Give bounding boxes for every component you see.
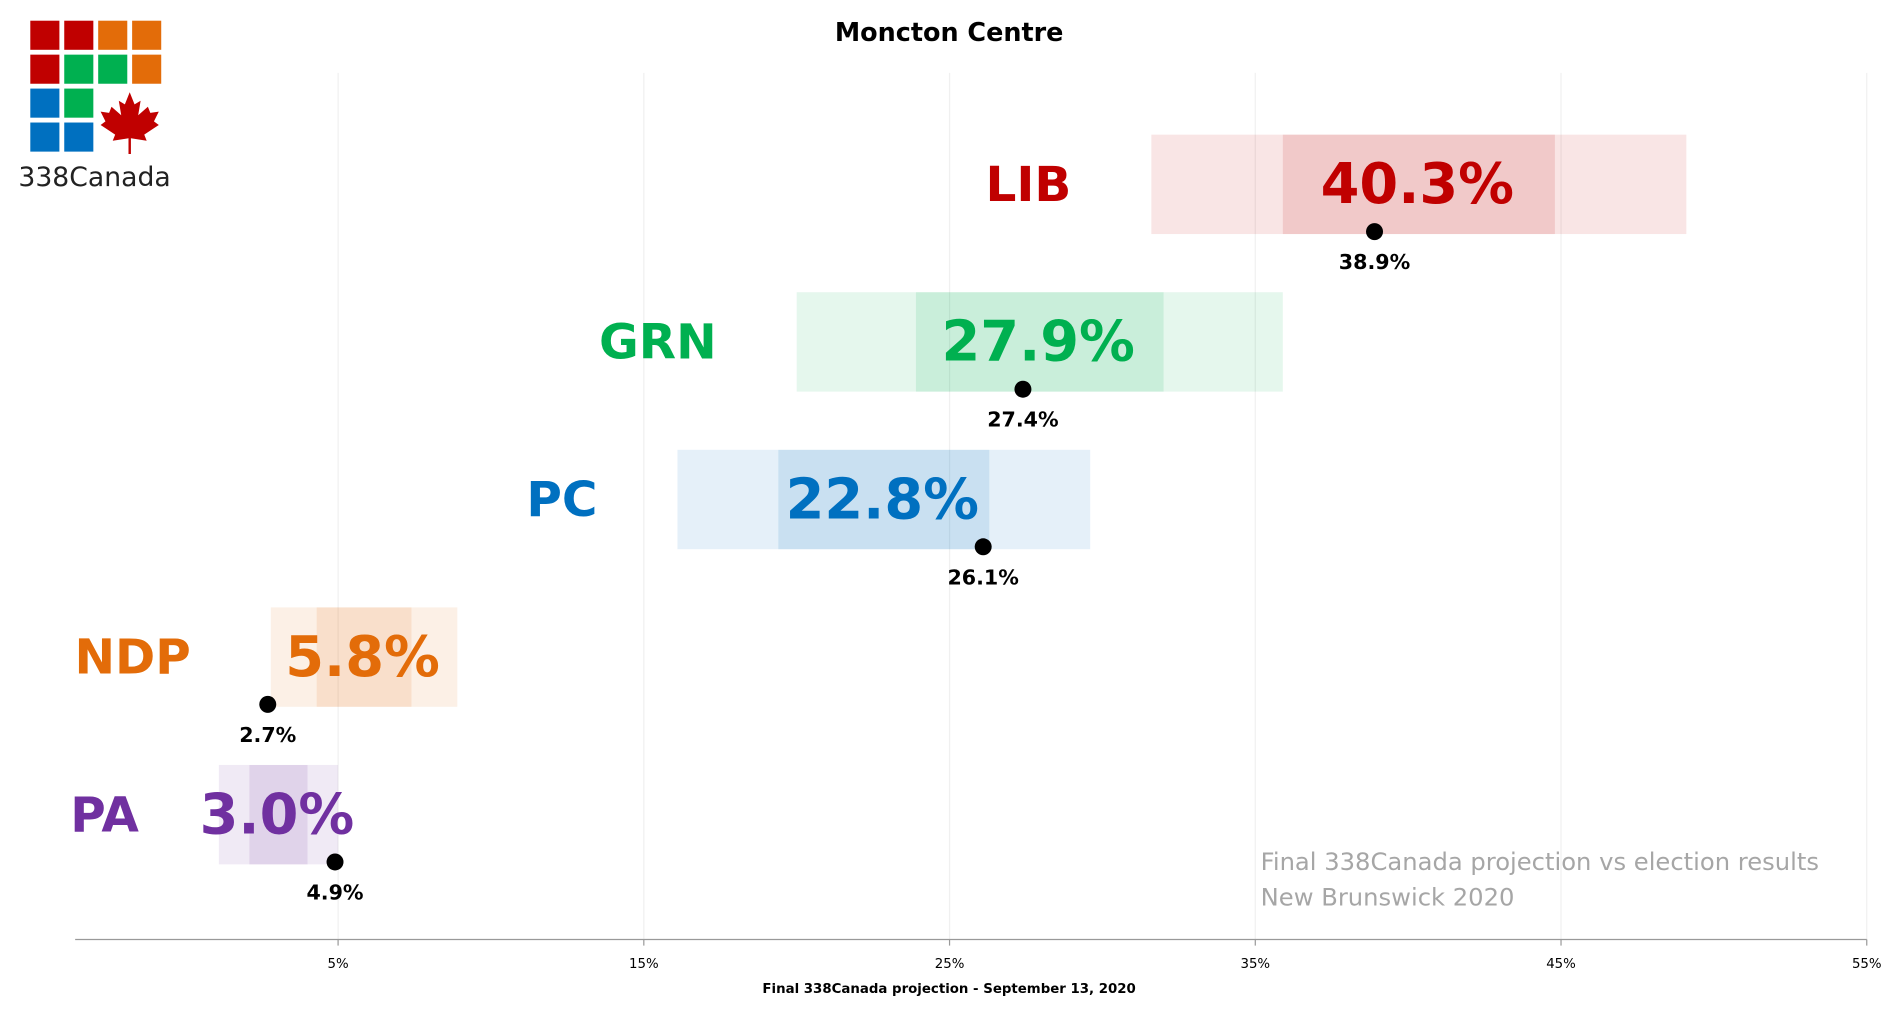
- range-inner: [249, 764, 308, 865]
- projection-label: 40.3%: [1321, 152, 1514, 217]
- x-tick-label: 35%: [1240, 957, 1270, 972]
- result-dot: [259, 695, 277, 713]
- x-tick-label: 25%: [935, 957, 965, 972]
- x-tick-label: 55%: [1852, 957, 1882, 972]
- projection-label: 5.8%: [285, 625, 440, 690]
- range-outer: [677, 449, 1091, 550]
- range-outer: [218, 764, 339, 865]
- result-label: 26.1%: [947, 565, 1018, 589]
- x-axis-label: Final 338Canada projection - September 1…: [762, 982, 1135, 997]
- x-tick-label: 45%: [1546, 957, 1576, 972]
- result-label: 38.9%: [1339, 250, 1410, 274]
- range-inner: [1282, 134, 1555, 235]
- projection-label: 3.0%: [200, 782, 355, 847]
- range-inner: [915, 292, 1164, 392]
- result-dot: [974, 538, 992, 556]
- x-tick-label: 15%: [629, 957, 659, 972]
- annotation: Final 338Canada projection vs election r…: [1261, 847, 1819, 876]
- result-dot: [1366, 223, 1384, 241]
- party-name: GRN: [599, 315, 717, 371]
- party-name: LIB: [985, 157, 1071, 213]
- brand: 338Canada: [18, 162, 170, 193]
- range-inner: [778, 449, 990, 550]
- result-dot: [326, 853, 344, 871]
- result-label: 2.7%: [239, 723, 296, 747]
- logo: [30, 20, 162, 155]
- annotation: New Brunswick 2020: [1261, 882, 1515, 911]
- result-label: 4.9%: [306, 880, 363, 904]
- chart-title: Moncton Centre: [835, 18, 1064, 48]
- result-dot: [1014, 380, 1032, 398]
- projection-label: 27.9%: [942, 310, 1135, 375]
- x-tick-label: 5%: [328, 957, 349, 972]
- party-name: PC: [526, 472, 597, 528]
- result-label: 27.4%: [987, 408, 1058, 432]
- range-inner: [316, 607, 412, 707]
- range-outer: [270, 607, 458, 707]
- party-name: NDP: [74, 630, 190, 686]
- range-outer: [796, 292, 1283, 392]
- range-outer: [1151, 134, 1687, 235]
- party-name: PA: [70, 787, 139, 843]
- projection-label: 22.8%: [786, 467, 979, 532]
